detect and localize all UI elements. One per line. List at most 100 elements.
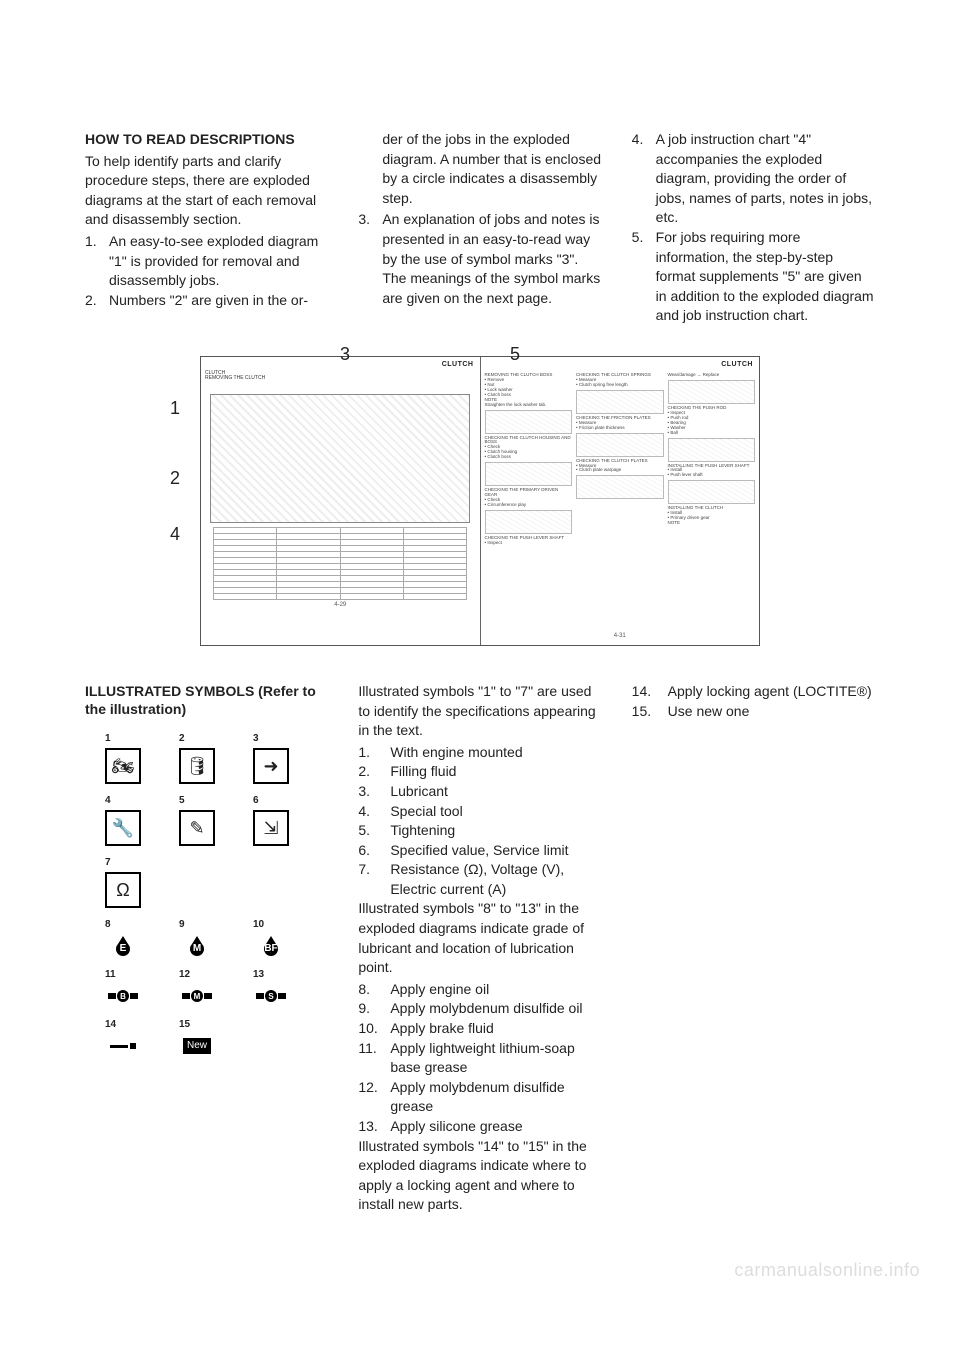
symbol-number: 3 bbox=[253, 732, 259, 746]
symbol-cell: 12M bbox=[179, 968, 229, 1008]
list-text: A job instruction chart "4" accompanies … bbox=[656, 130, 875, 228]
list-item: 3.An explanation of jobs and notes is pr… bbox=[358, 210, 601, 308]
symbol-icon: Ω bbox=[105, 872, 141, 908]
symbol-icon: B bbox=[105, 984, 141, 1008]
list-text: Tightening bbox=[390, 821, 601, 841]
symbol-cell: 6⇲ bbox=[253, 794, 303, 846]
list-text: Apply lightweight lithium-soap base grea… bbox=[390, 1039, 601, 1078]
symbol-cell: 3➜ bbox=[253, 732, 303, 784]
symbol-list-8-13: 8.Apply engine oil9.Apply molybdenum dis… bbox=[358, 980, 601, 1137]
list-item: 9.Apply molybdenum disulfide oil bbox=[358, 999, 601, 1019]
list-item: 1.An easy-to-see exploded diagram "1" is… bbox=[85, 232, 328, 291]
symbol-icon: ✎ bbox=[179, 810, 215, 846]
sample-page-diagram: 3 5 1 2 4 CLUTCH CLUTCHREMOVING THE CLUT… bbox=[200, 356, 760, 646]
mini-illustration bbox=[485, 410, 573, 434]
symbol-cell bbox=[179, 856, 229, 908]
supplement-col: REMOVING THE CLUTCH BOSS• Remove• Nut• L… bbox=[485, 373, 573, 631]
symbol-grid: 1🏍2🛢3➜4🔧5✎6⇲7Ω8E9M10BF11B12M13S1415New bbox=[105, 732, 328, 1058]
symbol-number: 7 bbox=[105, 856, 111, 870]
list-item: 14.Apply locking agent (LOCTITE®) bbox=[632, 682, 875, 702]
list-text: Special tool bbox=[390, 802, 601, 822]
top-col3-list: 4.A job instruction chart "4" accompanie… bbox=[632, 130, 875, 326]
list-num: 1. bbox=[85, 232, 109, 291]
page-title-left: CLUTCH bbox=[442, 361, 474, 368]
symbols-outro: Illustrated symbols "14" to "15" in the … bbox=[358, 1137, 601, 1215]
list-item: 6.Specified value, Service limit bbox=[358, 841, 601, 861]
symbol-icon: 🛢 bbox=[179, 748, 215, 784]
mini-illustration bbox=[485, 462, 573, 486]
sample-page-left: CLUTCH CLUTCHREMOVING THE CLUTCH bbox=[201, 357, 481, 645]
top-col1-list: 1.An easy-to-see exploded diagram "1" is… bbox=[85, 232, 328, 310]
list-num: 14. bbox=[632, 682, 668, 702]
callout-2: 2 bbox=[170, 468, 180, 489]
lower-col-1: ILLUSTRATED SYMBOLS (Refer to the illust… bbox=[85, 682, 328, 1217]
list-text: Apply molybdenum disulfide grease bbox=[390, 1078, 601, 1117]
list-num: 4. bbox=[358, 802, 390, 822]
symbol-icon: BF bbox=[253, 934, 289, 958]
symbol-cell: 14 bbox=[105, 1018, 155, 1058]
list-item: 15.Use new one bbox=[632, 702, 875, 722]
list-num: 5. bbox=[632, 228, 656, 326]
symbol-cell: 1🏍 bbox=[105, 732, 155, 784]
list-num: 3. bbox=[358, 782, 390, 802]
list-num: 5. bbox=[358, 821, 390, 841]
list-item: 5.Tightening bbox=[358, 821, 601, 841]
list-text: Numbers "2" are given in the or- bbox=[109, 291, 328, 311]
callout-4: 4 bbox=[170, 524, 180, 545]
sample-pages: CLUTCH CLUTCHREMOVING THE CLUTCH bbox=[200, 356, 760, 646]
page-title-right: CLUTCH bbox=[721, 361, 753, 368]
list-num: 1. bbox=[358, 743, 390, 763]
symbol-cell: 4🔧 bbox=[105, 794, 155, 846]
list-text: Use new one bbox=[668, 702, 875, 722]
symbol-list-14-15: 14.Apply locking agent (LOCTITE®)15.Use … bbox=[632, 682, 875, 721]
symbol-number: 13 bbox=[253, 968, 264, 982]
symbol-icon: M bbox=[179, 934, 215, 958]
list-num: 8. bbox=[358, 980, 390, 1000]
symbol-icon bbox=[105, 1034, 141, 1058]
symbol-icon: 🔧 bbox=[105, 810, 141, 846]
list-num: 2. bbox=[85, 291, 109, 311]
lower-columns: ILLUSTRATED SYMBOLS (Refer to the illust… bbox=[85, 682, 875, 1217]
symbol-cell bbox=[253, 1018, 303, 1058]
exploded-view-placeholder bbox=[210, 394, 470, 523]
page: HOW TO READ DESCRIPTIONS To help identif… bbox=[0, 0, 960, 1297]
symbol-number: 5 bbox=[179, 794, 185, 808]
list-num: 6. bbox=[358, 841, 390, 861]
symbol-number: 4 bbox=[105, 794, 111, 808]
list-item: 4.Special tool bbox=[358, 802, 601, 822]
symbol-icon: 🏍 bbox=[105, 748, 141, 784]
list-text: Resistance (Ω), Voltage (V), Electric cu… bbox=[390, 860, 601, 899]
heading-illustrated-symbols: ILLUSTRATED SYMBOLS (Refer to the illust… bbox=[85, 682, 328, 718]
heading-how-to-read: HOW TO READ DESCRIPTIONS bbox=[85, 130, 328, 150]
list-num: 9. bbox=[358, 999, 390, 1019]
list-text: Apply locking agent (LOCTITE®) bbox=[668, 682, 875, 702]
list-num: 10. bbox=[358, 1019, 390, 1039]
symbol-icon: ⇲ bbox=[253, 810, 289, 846]
list-num: 3. bbox=[358, 210, 382, 308]
symbol-icon: ➜ bbox=[253, 748, 289, 784]
symbol-icon: E bbox=[105, 934, 141, 958]
symbols-mid: Illustrated symbols "8" to "13" in the e… bbox=[358, 899, 601, 977]
list-text: Apply silicone grease bbox=[390, 1117, 601, 1137]
list-num: 13. bbox=[358, 1117, 390, 1137]
list-item: 11.Apply lightweight lithium-soap base g… bbox=[358, 1039, 601, 1078]
symbol-cell: 5✎ bbox=[179, 794, 229, 846]
list-num: 7. bbox=[358, 860, 390, 899]
list-item: 1.With engine mounted bbox=[358, 743, 601, 763]
page-number-right: 4-31 bbox=[485, 633, 756, 639]
list-text: Apply brake fluid bbox=[390, 1019, 601, 1039]
symbols-intro: Illustrated symbols "1" to "7" are used … bbox=[358, 682, 601, 741]
callout-1: 1 bbox=[170, 398, 180, 419]
symbol-cell: 13 S bbox=[253, 968, 303, 1008]
list-item: 3.Lubricant bbox=[358, 782, 601, 802]
supplement-col: Wear/damage → Replace CHECKING THE PUSH … bbox=[668, 373, 756, 631]
list-num: 12. bbox=[358, 1078, 390, 1117]
list-text: An explanation of jobs and notes is pres… bbox=[382, 210, 601, 308]
symbol-cell: 8E bbox=[105, 918, 155, 958]
symbol-number: 10 bbox=[253, 918, 264, 932]
list-num: 15. bbox=[632, 702, 668, 722]
supplement-columns: REMOVING THE CLUTCH BOSS• Remove• Nut• L… bbox=[485, 373, 756, 631]
symbol-icon: S bbox=[253, 984, 289, 1008]
symbol-number: 11 bbox=[105, 968, 116, 982]
symbol-cell: 7Ω bbox=[105, 856, 155, 908]
